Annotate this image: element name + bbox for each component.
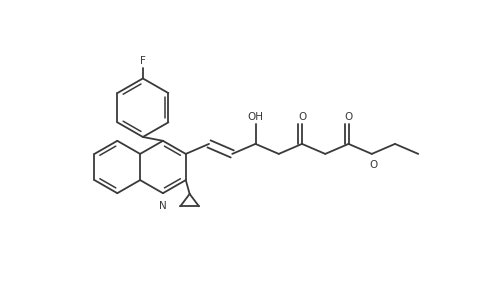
Text: O: O: [298, 112, 306, 122]
Text: OH: OH: [247, 112, 264, 122]
Text: N: N: [159, 201, 167, 211]
Text: F: F: [140, 56, 146, 66]
Text: O: O: [344, 112, 353, 122]
Text: O: O: [369, 160, 377, 170]
